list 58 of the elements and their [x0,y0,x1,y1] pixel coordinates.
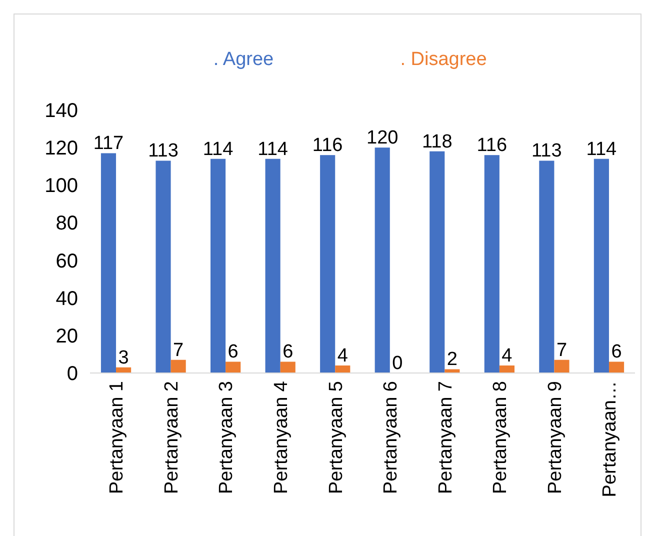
data-label: 116 [312,135,343,156]
data-label: 116 [476,135,508,156]
data-label: 4 [337,345,348,366]
bar [226,362,241,373]
x-tick-label: Pertanyaan 9 [544,381,566,494]
bar [374,148,390,373]
data-label: 114 [258,138,288,160]
data-label: 120 [366,128,398,149]
y-tick-label: 0 [66,363,78,385]
data-label: 4 [502,345,513,366]
x-tick-label: Pertanyaan 1 [106,381,128,494]
y-tick-label: 120 [44,138,78,160]
bar [499,365,514,373]
y-tick-label: 20 [56,325,78,348]
x-tick-label: Pertanyaan 5 [326,381,347,494]
x-tick-label: Pertanyaan… [600,381,621,498]
data-label: 6 [282,342,294,363]
data-label: 6 [228,342,238,363]
bar [320,155,336,373]
y-tick-label: 80 [56,212,78,235]
data-label: 114 [202,138,234,160]
data-label: 117 [93,133,124,154]
x-tick-label: Pertanyaan 2 [161,381,182,494]
data-label: 113 [532,140,562,162]
data-label: 0 [392,353,403,374]
x-tick-label: Pertanyaan 4 [270,380,292,494]
y-tick-label: 100 [44,175,78,198]
x-tick-label: Pertanyaan 7 [435,381,456,494]
data-label: 114 [586,138,618,160]
bar [156,160,171,373]
bar [484,155,500,373]
x-tick-label: Pertanyaan 8 [490,381,512,494]
bar [430,151,445,373]
x-tick-label: Pertanyaan 6 [380,381,402,494]
bar [170,360,186,373]
data-label: 2 [446,349,458,370]
bar [265,158,280,373]
data-label: 7 [556,340,568,361]
data-label: 6 [611,342,622,363]
bar [280,362,296,373]
x-tick-label: Pertanyaan 3 [216,381,238,494]
bar [210,158,226,373]
y-tick-label: 60 [56,250,78,272]
text: . Disagree [400,49,487,70]
bar [608,362,624,373]
y-tick-label: 40 [56,288,78,310]
data-label: 7 [173,340,184,361]
y-tick-label: 140 [44,100,78,122]
bar [594,158,609,373]
text: . Agree [213,49,274,70]
bar [554,360,570,373]
bar [539,160,554,373]
bar [335,365,350,373]
data-label: 3 [118,347,129,368]
data-label: 118 [422,131,452,152]
bar [444,369,460,373]
bar [100,153,116,373]
data-label: 113 [148,140,178,162]
